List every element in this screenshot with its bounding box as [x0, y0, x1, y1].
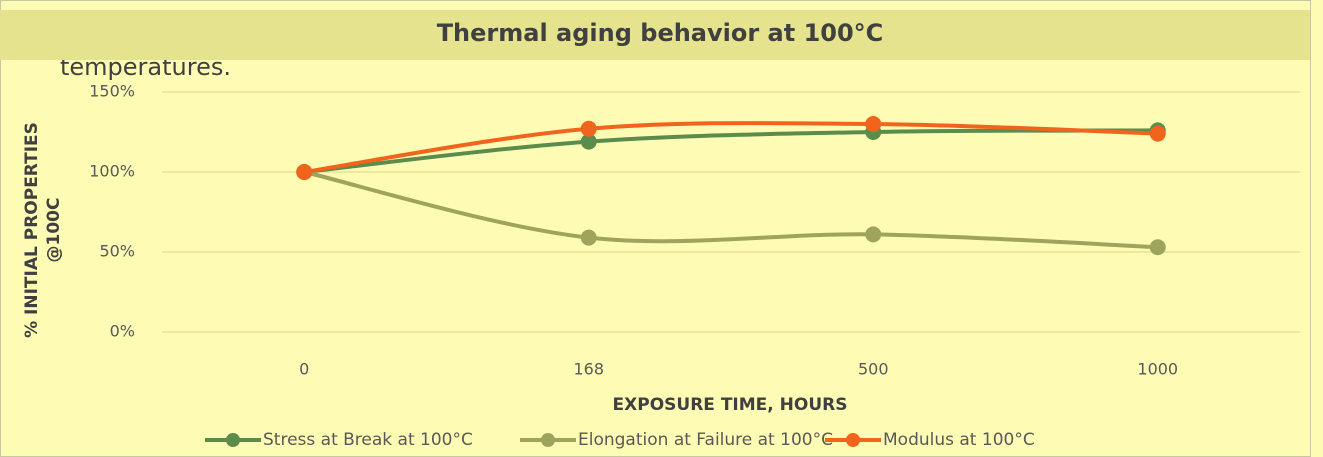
- y-tick-label: 150%: [89, 82, 135, 101]
- legend-label: Modulus at 100°C: [883, 430, 1035, 450]
- y-tick-label: 0%: [110, 322, 135, 341]
- series-line: [303, 170, 1158, 250]
- point: [1149, 125, 1166, 142]
- y-axis-title: @100C: [44, 198, 64, 263]
- y-axis-title: % INITIAL PROPERTIES: [22, 122, 42, 338]
- legend-marker: [846, 433, 860, 447]
- x-tick-label: 1000: [1137, 360, 1178, 379]
- title-bar: [0, 10, 1310, 60]
- chart-title: Thermal aging behavior at 100°C: [437, 19, 884, 47]
- point: [1149, 239, 1166, 256]
- y-tick-label: 50%: [99, 242, 135, 261]
- legend-marker: [541, 433, 555, 447]
- x-tick-label: 168: [573, 360, 604, 379]
- y-tick-label: 100%: [89, 162, 135, 181]
- point: [580, 120, 597, 137]
- point: [580, 133, 597, 150]
- series-line: [303, 121, 1158, 174]
- x-axis-title: EXPOSURE TIME, HOURS: [613, 395, 848, 415]
- x-tick-label: 0: [299, 360, 309, 379]
- point: [865, 116, 882, 132]
- point: [296, 164, 313, 180]
- legend-label: Stress at Break at 100°C: [263, 430, 473, 450]
- point: [580, 229, 597, 246]
- point: [865, 226, 882, 243]
- legend-label: Elongation at Failure at 100°C: [578, 430, 833, 450]
- x-tick-label: 500: [858, 360, 889, 379]
- legend-marker: [226, 433, 240, 447]
- series-line: [304, 128, 1158, 174]
